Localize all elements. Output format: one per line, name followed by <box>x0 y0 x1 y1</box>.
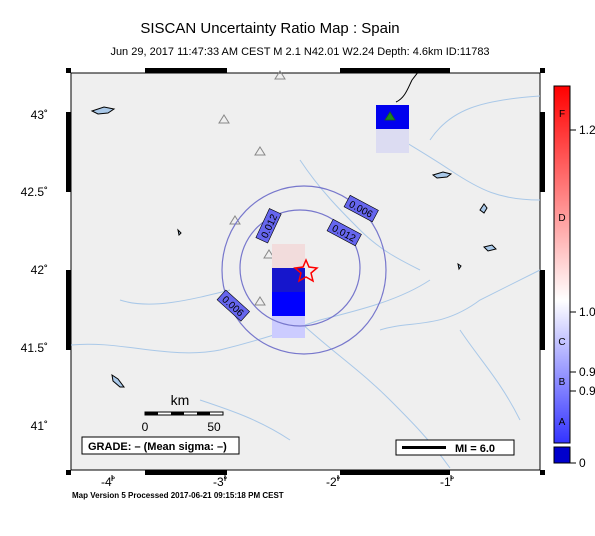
scale-unit-label: km <box>171 392 190 408</box>
magnitude-legend: MI = 6.0 <box>395 439 515 456</box>
grade-letter: A <box>559 417 566 428</box>
lat-tick-labels: 43˚ 42.5˚ 42˚ 41.5˚ 41˚ <box>21 108 48 433</box>
lon-tick: -1˚ <box>440 475 455 489</box>
colorbar-tick: 0 <box>579 456 586 470</box>
frame-border <box>66 68 545 475</box>
reference-station-icon <box>384 111 396 121</box>
lat-tick: 42˚ <box>31 263 48 277</box>
station-triangle-icon <box>254 146 266 156</box>
grade-letter: B <box>559 377 566 388</box>
colorbar-tick: 0.9 <box>579 365 595 379</box>
colorbar-tick: 0.9 <box>579 384 595 398</box>
map-area <box>70 72 541 471</box>
ratio-cell <box>376 129 409 153</box>
legend-text: MI = 6.0 <box>455 443 495 455</box>
grade-letter: F <box>559 109 565 120</box>
station-triangle-icon <box>218 114 230 124</box>
reservoirs <box>90 106 497 388</box>
scale-tick-label: 0 <box>142 420 149 434</box>
processing-footer: Map Version 5 Processed 2017-06-21 09:15… <box>72 491 284 500</box>
station-triangle-icon <box>263 249 275 259</box>
colorbar-zero-swatch <box>553 446 571 464</box>
grade-text: GRADE: – (Mean sigma: –) <box>88 441 227 453</box>
contour-inner <box>239 209 361 327</box>
lat-tick: 41.5˚ <box>21 341 48 355</box>
lon-tick: -3˚ <box>213 475 228 489</box>
grade-letter: D <box>558 213 565 224</box>
lon-tick: -4˚ <box>101 475 116 489</box>
colorbar-tick: 1.2 <box>579 123 595 137</box>
lat-tick: 41˚ <box>31 419 48 433</box>
scale-tick-label: 50 <box>207 420 221 434</box>
colorbar-tick: 1.0 <box>579 305 595 319</box>
grade-letter: C <box>558 337 565 348</box>
map-panel <box>66 68 545 475</box>
uncertainty-contours <box>221 185 387 355</box>
ratio-cell <box>272 316 305 338</box>
lon-tick-labels: -4˚ -3˚ -2˚ -1˚ <box>101 475 455 489</box>
ratio-cell <box>272 244 305 268</box>
colorbar: F D C B A 1.2 1.0 0.9 0.9 0 <box>553 85 595 470</box>
station-triangle-icon <box>254 296 266 306</box>
station-triangle-icon <box>274 70 286 80</box>
ratio-cell <box>272 292 305 316</box>
scale-bar: km 0 50 <box>142 392 224 434</box>
ratio-cells <box>272 105 409 338</box>
lon-tick: -2˚ <box>326 475 341 489</box>
grade-box: GRADE: – (Mean sigma: –) <box>81 436 240 455</box>
epicenter-star-icon <box>293 258 319 283</box>
event-subtitle: Jun 29, 2017 11:47:33 AM CEST M 2.1 N42.… <box>110 46 490 58</box>
contour-outer <box>221 185 387 355</box>
lat-tick: 42.5˚ <box>21 185 48 199</box>
boundary-line <box>395 69 421 103</box>
lat-tick: 43˚ <box>31 108 48 122</box>
map-title: SISCAN Uncertainty Ratio Map : Spain <box>140 20 400 37</box>
